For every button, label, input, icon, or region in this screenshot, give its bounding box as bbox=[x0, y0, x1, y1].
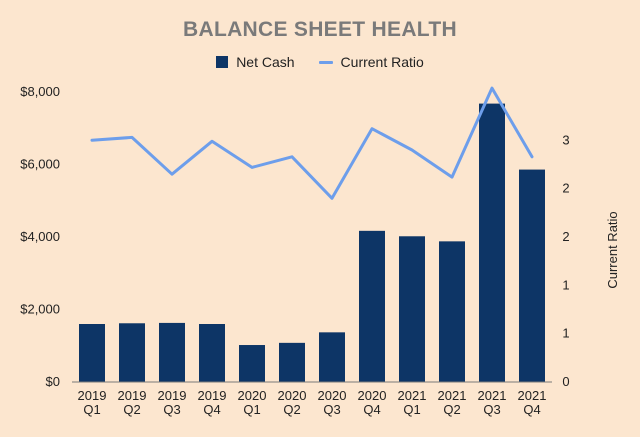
legend-item-net-cash: Net Cash bbox=[216, 54, 295, 70]
y-right-axis-title: Current Ratio bbox=[605, 211, 620, 288]
bar-net-cash bbox=[479, 103, 505, 382]
x-tick-label-quarter: Q3 bbox=[163, 402, 180, 417]
bar-net-cash bbox=[359, 230, 385, 382]
bar-net-cash bbox=[79, 324, 105, 382]
y-right-tick-label: 3 bbox=[562, 132, 569, 147]
y-left-tick-label: $0 bbox=[46, 374, 60, 389]
x-tick-label-quarter: Q1 bbox=[83, 402, 100, 417]
x-tick-label-quarter: Q2 bbox=[123, 402, 140, 417]
x-tick-label-year: 2020 bbox=[358, 388, 387, 403]
y-right-tick-label: 1 bbox=[562, 326, 569, 341]
x-tick-label-quarter: Q4 bbox=[523, 402, 540, 417]
chart-legend: Net Cash Current Ratio bbox=[0, 54, 640, 70]
x-tick-label-year: 2019 bbox=[198, 388, 227, 403]
y-right-tick-label: 2 bbox=[562, 229, 569, 244]
bar-net-cash bbox=[319, 332, 345, 382]
bar-net-cash bbox=[159, 322, 185, 382]
x-tick-label-quarter: Q4 bbox=[203, 402, 220, 417]
line-current-ratio bbox=[90, 86, 534, 200]
x-tick-label-year: 2019 bbox=[78, 388, 107, 403]
legend-label-net-cash: Net Cash bbox=[236, 54, 295, 70]
x-tick-label-year: 2020 bbox=[278, 388, 307, 403]
y-left-tick-label: $6,000 bbox=[20, 157, 60, 172]
x-tick-label-quarter: Q2 bbox=[443, 402, 460, 417]
bar-net-cash bbox=[199, 324, 225, 382]
y-left-tick-label: $2,000 bbox=[20, 302, 60, 317]
bar-net-cash bbox=[279, 342, 305, 382]
legend-label-current-ratio: Current Ratio bbox=[340, 54, 424, 70]
x-tick-label-year: 2020 bbox=[318, 388, 347, 403]
y-left-tick-label: $8,000 bbox=[20, 84, 60, 99]
x-tick-label-year: 2019 bbox=[158, 388, 187, 403]
x-tick-label-quarter: Q4 bbox=[363, 402, 380, 417]
x-tick-label-year: 2021 bbox=[398, 388, 427, 403]
bar-net-cash bbox=[239, 345, 265, 382]
x-tick-label-quarter: Q2 bbox=[283, 402, 300, 417]
y-right-tick-label: 2 bbox=[562, 181, 569, 196]
bar-net-cash bbox=[519, 169, 545, 382]
bar-net-cash bbox=[399, 236, 425, 382]
x-tick-label-quarter: Q1 bbox=[403, 402, 420, 417]
y-right-tick-label: 1 bbox=[562, 277, 569, 292]
x-tick-label-year: 2021 bbox=[438, 388, 467, 403]
y-left-tick-label: $4,000 bbox=[20, 229, 60, 244]
legend-swatch-current-ratio bbox=[318, 60, 333, 64]
x-tick-label-quarter: Q3 bbox=[323, 402, 340, 417]
y-right-tick-label: 0 bbox=[562, 374, 569, 389]
legend-swatch-net-cash bbox=[216, 56, 229, 68]
x-tick-label-quarter: Q3 bbox=[483, 402, 500, 417]
chart-title: BALANCE SHEET HEALTH bbox=[183, 18, 457, 41]
x-tick-label-quarter: Q1 bbox=[243, 402, 260, 417]
legend-item-current-ratio: Current Ratio bbox=[318, 54, 424, 70]
x-tick-label-year: 2020 bbox=[238, 388, 267, 403]
x-tick-label-year: 2021 bbox=[518, 388, 547, 403]
bar-net-cash bbox=[119, 323, 145, 382]
bar-net-cash bbox=[439, 241, 465, 382]
x-tick-label-year: 2019 bbox=[118, 388, 147, 403]
x-tick-label-year: 2021 bbox=[478, 388, 507, 403]
